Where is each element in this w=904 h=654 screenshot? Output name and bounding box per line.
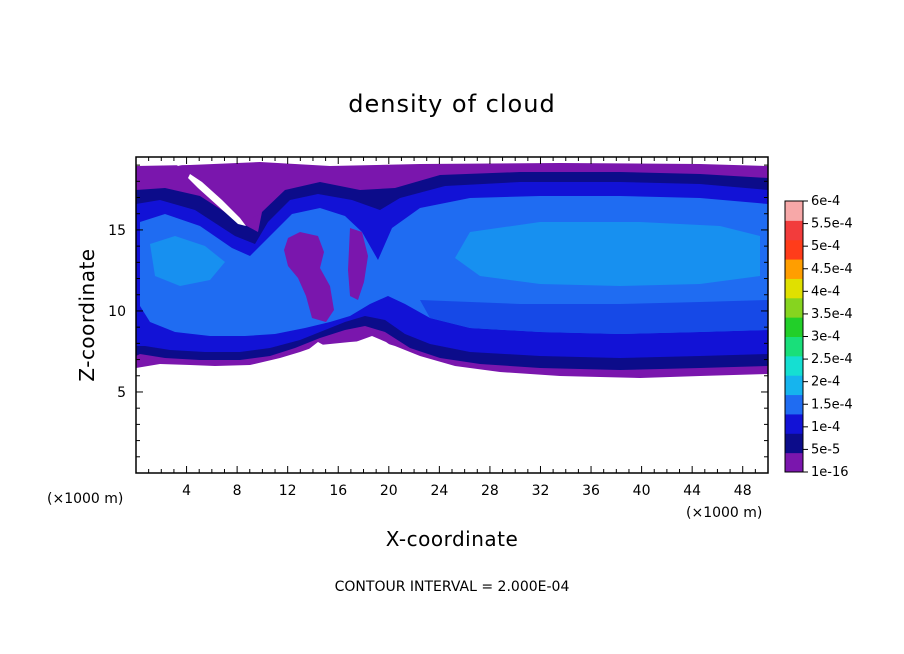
x-tick-label: 32 (532, 483, 550, 499)
x-tick-label: 12 (279, 483, 297, 499)
clear-air-gap-notch (136, 157, 768, 166)
x-axis-unit: (×1000 m) (686, 505, 762, 521)
cloud-band-1e-16-top-left (195, 168, 272, 222)
colorbar-frame (784, 200, 804, 473)
colorbar-level-label: 3e-4 (811, 330, 840, 345)
colorbar-swatch (785, 201, 803, 221)
colorbar-level-label: 4.5e-4 (811, 262, 853, 277)
chart-title: density of cloud (348, 90, 555, 118)
cloud-core-right (455, 222, 760, 286)
x-axis-ticks: 4 8 12 16 20 24 28 32 36 40 44 48 (148, 157, 756, 499)
x-tick-label: 48 (734, 483, 752, 499)
colorbar-swatch (785, 278, 803, 299)
cloud-band-1e-16-intrusion-2 (348, 228, 368, 300)
colorbar-level-label: 3.5e-4 (811, 307, 853, 322)
x-axis-label: X-coordinate (386, 527, 519, 551)
colorbar-level-label: 5.5e-4 (811, 217, 853, 232)
colorbar-swatch (785, 239, 803, 260)
cloud-core-left (150, 236, 225, 286)
y-axis-label: Z-coordinate (75, 248, 99, 381)
colorbar-swatch (785, 317, 803, 337)
clear-air-gap-bottom (136, 336, 768, 473)
x-tick-label: 24 (430, 483, 448, 499)
x-tick-label: 40 (633, 483, 651, 499)
colorbar-swatch (785, 452, 803, 473)
colorbar-swatch (785, 220, 803, 241)
x-tick-label: 28 (481, 483, 499, 499)
clear-air-gap-top (188, 174, 246, 226)
colorbar-level-label: 4e-4 (811, 284, 840, 299)
colorbar-level-label: 1.5e-4 (811, 397, 853, 412)
colorbar-level-label: 5e-4 (811, 239, 840, 254)
contour-interval-note: CONTOUR INTERVAL = 2.000E-04 (335, 579, 570, 595)
x-tick-label: 36 (582, 483, 600, 499)
y-tick-label: 5 (117, 385, 126, 401)
y-tick-label: 15 (108, 223, 126, 239)
x-tick-label: 8 (233, 483, 242, 499)
colorbar-swatch (785, 297, 803, 318)
cloud-band-1e-4-lower (420, 300, 768, 334)
colorbar-swatch (785, 355, 803, 376)
colorbar-swatch (785, 259, 803, 279)
colorbar-swatch (785, 336, 803, 357)
cloud-band-1e-16-intrusion (284, 232, 334, 322)
x-tick-label: 16 (329, 483, 347, 499)
x-tick-label: 20 (380, 483, 398, 499)
colorbar-level-label: 2e-4 (811, 375, 840, 390)
x-tick-label: 44 (683, 483, 701, 499)
colorbar-level-label: 5e-5 (811, 442, 840, 457)
colorbar-swatch (785, 413, 803, 434)
colorbar-level-label: 1e-16 (811, 465, 849, 480)
colorbar-swatch (785, 394, 803, 415)
y-tick-label: 10 (108, 304, 126, 320)
y-axis-ticks: 5 10 15 (108, 164, 768, 458)
plot-area (136, 157, 768, 473)
colorbar-level-label: 2.5e-4 (811, 352, 853, 367)
colorbar-swatch (785, 375, 803, 396)
y-axis-unit: (×1000 m) (47, 491, 123, 507)
x-tick-label: 4 (182, 483, 191, 499)
colorbar-legend: 1e-16 5e-5 1e-4 1.5e-4 2e-4 2.5e-4 3e-4 3.5e-4 4… (785, 194, 853, 480)
colorbar-level-label: 6e-4 (811, 194, 840, 209)
colorbar-level-label: 1e-4 (811, 420, 840, 435)
colorbar-swatch (785, 433, 803, 454)
